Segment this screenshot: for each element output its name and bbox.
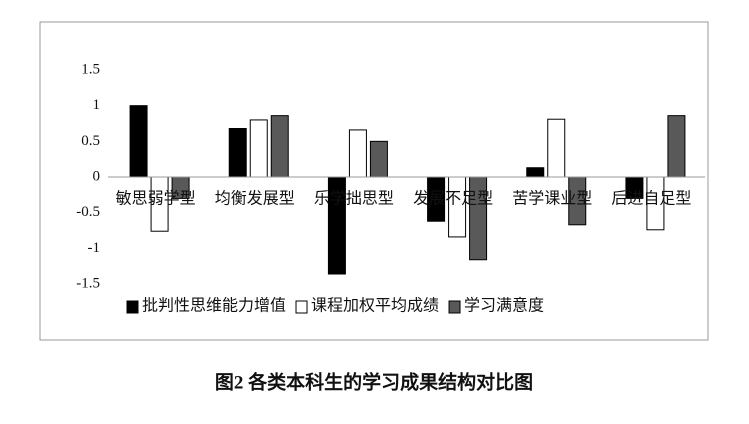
x-tick-label: 苦学课业型 [512, 190, 592, 208]
bar [270, 115, 289, 178]
x-tick-label: 乐学拙思型 [314, 190, 394, 208]
legend-label: 课程加权平均成绩 [311, 297, 439, 315]
x-tick-label: 敏思弱学型 [116, 190, 196, 208]
y-tick-label: -1.5 [76, 275, 100, 291]
bar [526, 167, 545, 178]
y-tick-label: 1.5 [81, 61, 100, 77]
bar [547, 118, 566, 178]
legend-swatch [126, 300, 139, 314]
y-tick-label: 0 [93, 168, 101, 184]
legend-label: 批判性思维能力增值 [142, 297, 286, 315]
x-tick-label: 发展不足型 [413, 190, 493, 208]
y-tick-label: 1 [93, 97, 101, 113]
chart-frame [39, 21, 709, 341]
x-tick-label: 后进自足型 [611, 190, 691, 208]
x-tick-label: 均衡发展型 [215, 190, 295, 208]
y-tick-label: 0.5 [81, 133, 100, 149]
bar [369, 140, 388, 178]
bar [129, 105, 148, 178]
bar [348, 129, 367, 178]
caption: 图2 各类本科生的学习成果结构对比图 [215, 370, 533, 393]
bar [249, 119, 268, 178]
legend-swatch [448, 300, 461, 314]
bar [469, 176, 488, 261]
bar [667, 115, 686, 178]
bar [228, 127, 247, 178]
legend-label: 学习满意度 [464, 296, 544, 315]
legend-swatch [295, 300, 308, 314]
y-tick-label: -0.5 [76, 204, 100, 220]
y-tick-label: -1 [88, 240, 101, 256]
